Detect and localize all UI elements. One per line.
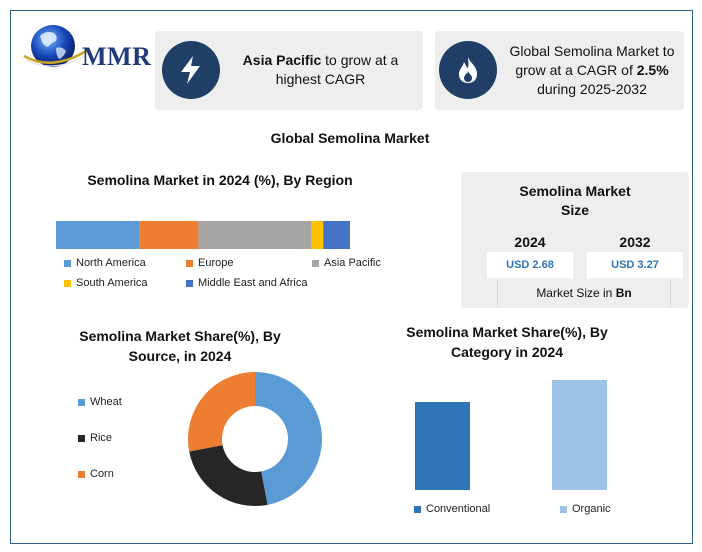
legend-swatch [64, 279, 71, 287]
market-size-footer: Market Size in Bn [497, 280, 671, 306]
footer-prefix: Market Size in [536, 286, 613, 300]
bar-conventional [415, 402, 470, 490]
lightning-icon [181, 56, 200, 84]
legend-swatch [414, 505, 421, 513]
region-legend: North America Europe Asia Pacific South Ame… [64, 257, 394, 297]
source-legend: Wheat Rice Corn [78, 396, 158, 486]
legend-label: Asia Pacific [324, 257, 381, 269]
legend-label: Rice [90, 432, 113, 444]
highlight-bold: 2.5% [636, 62, 669, 78]
highlight-card-cagr: Global Semolina Market to grow at a CAGR… [435, 31, 684, 110]
market-size-title: Semolina Market Size [519, 183, 631, 218]
legend-swatch [78, 434, 85, 442]
category-bar-chart [415, 380, 607, 490]
main-title: Global Semolina Market [270, 130, 430, 146]
globe-icon [23, 25, 89, 67]
legend-item-europe: Europe [186, 257, 233, 269]
category-legend: Conventional Organic [414, 503, 654, 519]
donut-slice-wheat [255, 372, 322, 505]
legend-label: Conventional [426, 503, 491, 515]
legend-item-north-america: North America [64, 257, 146, 269]
flame-icon [459, 57, 477, 83]
legend-item-wheat: Wheat [78, 396, 122, 408]
footer-unit: Bn [615, 286, 632, 300]
value-2032: USD 3.27 [587, 252, 683, 278]
legend-swatch [78, 470, 85, 478]
bar-organic [552, 380, 607, 490]
donut-slice-rice [189, 445, 268, 506]
bar-segment-south-america [311, 221, 324, 249]
donut-slice-corn [188, 372, 255, 452]
legend-item-corn: Corn [78, 468, 114, 480]
highlight-badge [162, 41, 220, 99]
highlight-tail: during 2025-2032 [537, 81, 647, 97]
bar-segment-middle-east-and-africa [323, 221, 350, 249]
legend-swatch [78, 398, 85, 406]
legend-item-rice: Rice [78, 432, 112, 444]
legend-swatch [186, 259, 193, 267]
legend-item-asia-pacific: Asia Pacific [312, 257, 381, 269]
legend-label: Organic [572, 503, 611, 515]
legend-item-south-america: South America [64, 277, 148, 289]
legend-item-conventional: Conventional [414, 503, 490, 515]
legend-item-organic: Organic [560, 503, 611, 515]
infographic-frame [10, 10, 693, 544]
highlight-badge [439, 41, 497, 99]
legend-swatch [64, 259, 71, 267]
bar-segment-europe [139, 221, 199, 249]
legend-label: Middle East and Africa [198, 277, 308, 289]
legend-swatch [186, 279, 193, 287]
legend-label: South America [76, 277, 148, 289]
legend-label: North America [76, 257, 146, 269]
brand-name: MMR [82, 42, 152, 71]
year-2024: 2024 [514, 234, 546, 250]
year-2032: 2032 [619, 234, 651, 250]
legend-label: Wheat [90, 396, 122, 408]
brand-logo: MMR [20, 22, 151, 82]
category-chart-title: Semolina Market Share(%), By Category in… [406, 324, 608, 360]
region-stacked-bar [56, 221, 350, 249]
highlight-bold: Asia Pacific [242, 52, 322, 68]
source-donut-chart [188, 372, 322, 506]
highlight-rest: to grow at a highest CAGR [275, 52, 399, 87]
legend-label: Europe [198, 257, 234, 269]
highlight-lead: Global Semolina Market to grow at a CAGR… [509, 43, 675, 78]
source-chart-title: Semolina Market Share(%), By Source, in … [79, 328, 281, 364]
legend-swatch [312, 259, 319, 267]
region-chart-title: Semolina Market in 2024 (%), By Region [87, 172, 353, 188]
bar-segment-north-america [56, 221, 140, 249]
highlight-card-region: Asia Pacific to grow at a highest CAGR [155, 31, 423, 110]
value-2024: USD 2.68 [487, 252, 573, 278]
market-size-panel: Semolina Market Size 2024 2032 USD 2.68 … [461, 172, 689, 308]
highlight-text: Asia Pacific to grow at a highest CAGR [223, 51, 418, 89]
bar-segment-asia-pacific [198, 221, 312, 249]
highlight-text: Global Semolina Market to grow at a CAGR… [503, 42, 681, 99]
legend-swatch [560, 505, 567, 513]
legend-label: Corn [90, 468, 114, 480]
legend-item-middle-east-and-africa: Middle East and Africa [186, 277, 307, 289]
